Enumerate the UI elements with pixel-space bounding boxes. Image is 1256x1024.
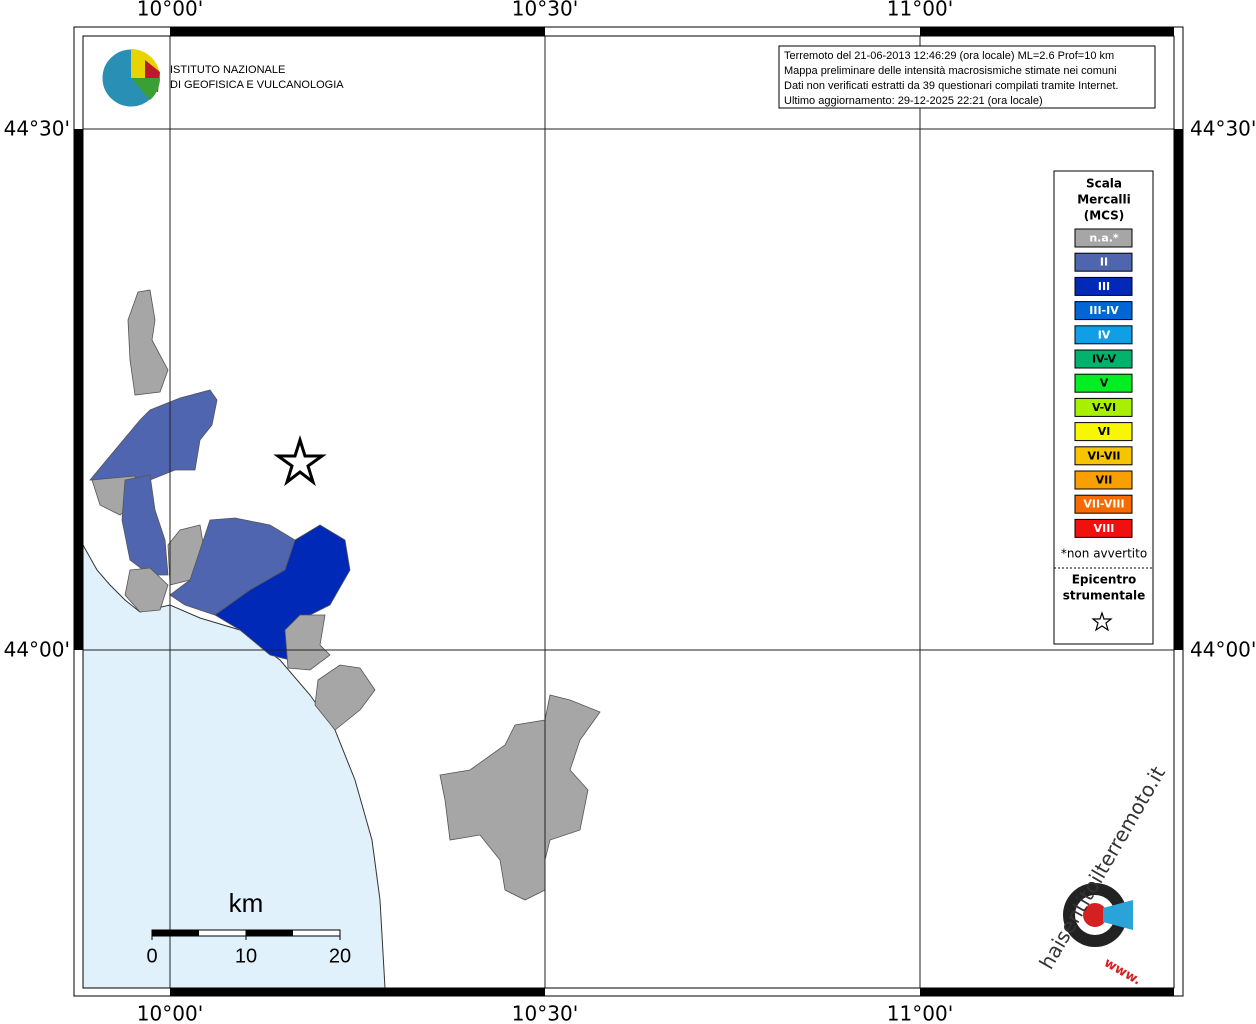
info-box	[778, 45, 1156, 109]
frame	[73, 26, 1184, 997]
ingv-logo: ISTITUTO NAZIONALE DI GEOFISICA E VULCAN…	[101, 48, 344, 108]
legend-epicenter: strumentale	[1063, 589, 1146, 603]
lat-label: 44°00'	[4, 638, 70, 662]
legend-title: Scala	[1086, 177, 1122, 191]
scale-bar: km 0 10 20	[146, 888, 351, 967]
info-line: Ultimo aggiornamento: 29-12-2025 22:21 (…	[784, 95, 1043, 107]
region	[314, 664, 376, 731]
region	[439, 694, 601, 901]
lat-label: 44°30'	[4, 117, 70, 141]
legend-label: IV	[1098, 328, 1111, 341]
legend-swatch	[1074, 470, 1133, 490]
legend-swatch	[1074, 518, 1133, 538]
legend-label: V-VI	[1092, 401, 1116, 414]
scale-label: 10	[235, 945, 257, 967]
legend: Scala Mercalli (MCS) *non avvertito Epic…	[1053, 170, 1154, 645]
scale-unit: km	[229, 888, 264, 918]
institute-name: ISTITUTO NAZIONALE	[170, 64, 285, 76]
legend-swatch	[1074, 494, 1133, 514]
legend-swatch	[1074, 301, 1133, 321]
legend-label: II	[1100, 256, 1108, 269]
region	[214, 524, 351, 661]
legend-label: VII-VIII	[1083, 498, 1124, 511]
legend-swatch	[1074, 325, 1133, 345]
scale-label: 20	[329, 945, 351, 967]
sea	[82, 543, 386, 989]
lon-label: 11°00'	[887, 1002, 953, 1024]
lon-label: 10°00'	[137, 0, 203, 21]
region	[89, 389, 218, 481]
legend-swatch	[1074, 252, 1133, 272]
region	[124, 567, 169, 613]
legend-label: IV-V	[1092, 353, 1117, 366]
region	[121, 474, 169, 576]
legend-swatch	[1074, 228, 1133, 248]
legend-swatch	[1074, 276, 1133, 296]
legend-epicenter: Epicentro	[1072, 573, 1137, 587]
lon-label: 10°30'	[512, 1002, 578, 1024]
legend-swatch	[1074, 397, 1133, 417]
lat-label: 44°00'	[1190, 638, 1256, 662]
regions	[89, 289, 601, 901]
scale-label: 0	[146, 945, 157, 967]
legend-title: (MCS)	[1084, 209, 1125, 223]
lon-label: 11°00'	[887, 0, 953, 21]
institute-name: DI GEOFISICA E VULCANOLOGIA	[170, 79, 344, 91]
legend-note: *non avvertito	[1061, 547, 1147, 561]
legend-title: Mercalli	[1077, 193, 1131, 207]
legend-label: VI	[1098, 425, 1111, 438]
lat-label: 44°30'	[1190, 117, 1256, 141]
legend-swatch	[1074, 422, 1133, 442]
legend-swatch	[1074, 373, 1133, 393]
lon-label: 10°30'	[512, 0, 578, 21]
legend-label: VI-VII	[1087, 449, 1120, 462]
legend-label: III	[1098, 280, 1110, 293]
info-line: Mappa preliminare delle intensità macros…	[784, 65, 1117, 77]
legend-swatch	[1074, 349, 1133, 369]
region	[127, 289, 169, 396]
legend-label: V	[1100, 377, 1109, 390]
graticule	[83, 36, 1174, 988]
legend-swatch	[1074, 446, 1133, 466]
legend-label: III-IV	[1089, 304, 1119, 317]
legend-label: VIII	[1094, 522, 1115, 535]
info-line: Dati non verificati estratti da 39 quest…	[784, 80, 1118, 92]
legend-label: VII	[1096, 474, 1113, 487]
info-line: Terremoto del 21-06-2013 12:46:29 (ora l…	[784, 50, 1114, 62]
epicenter	[273, 434, 327, 487]
legend-label: n.a.*	[1089, 232, 1119, 245]
lon-label: 10°00'	[137, 1002, 203, 1024]
